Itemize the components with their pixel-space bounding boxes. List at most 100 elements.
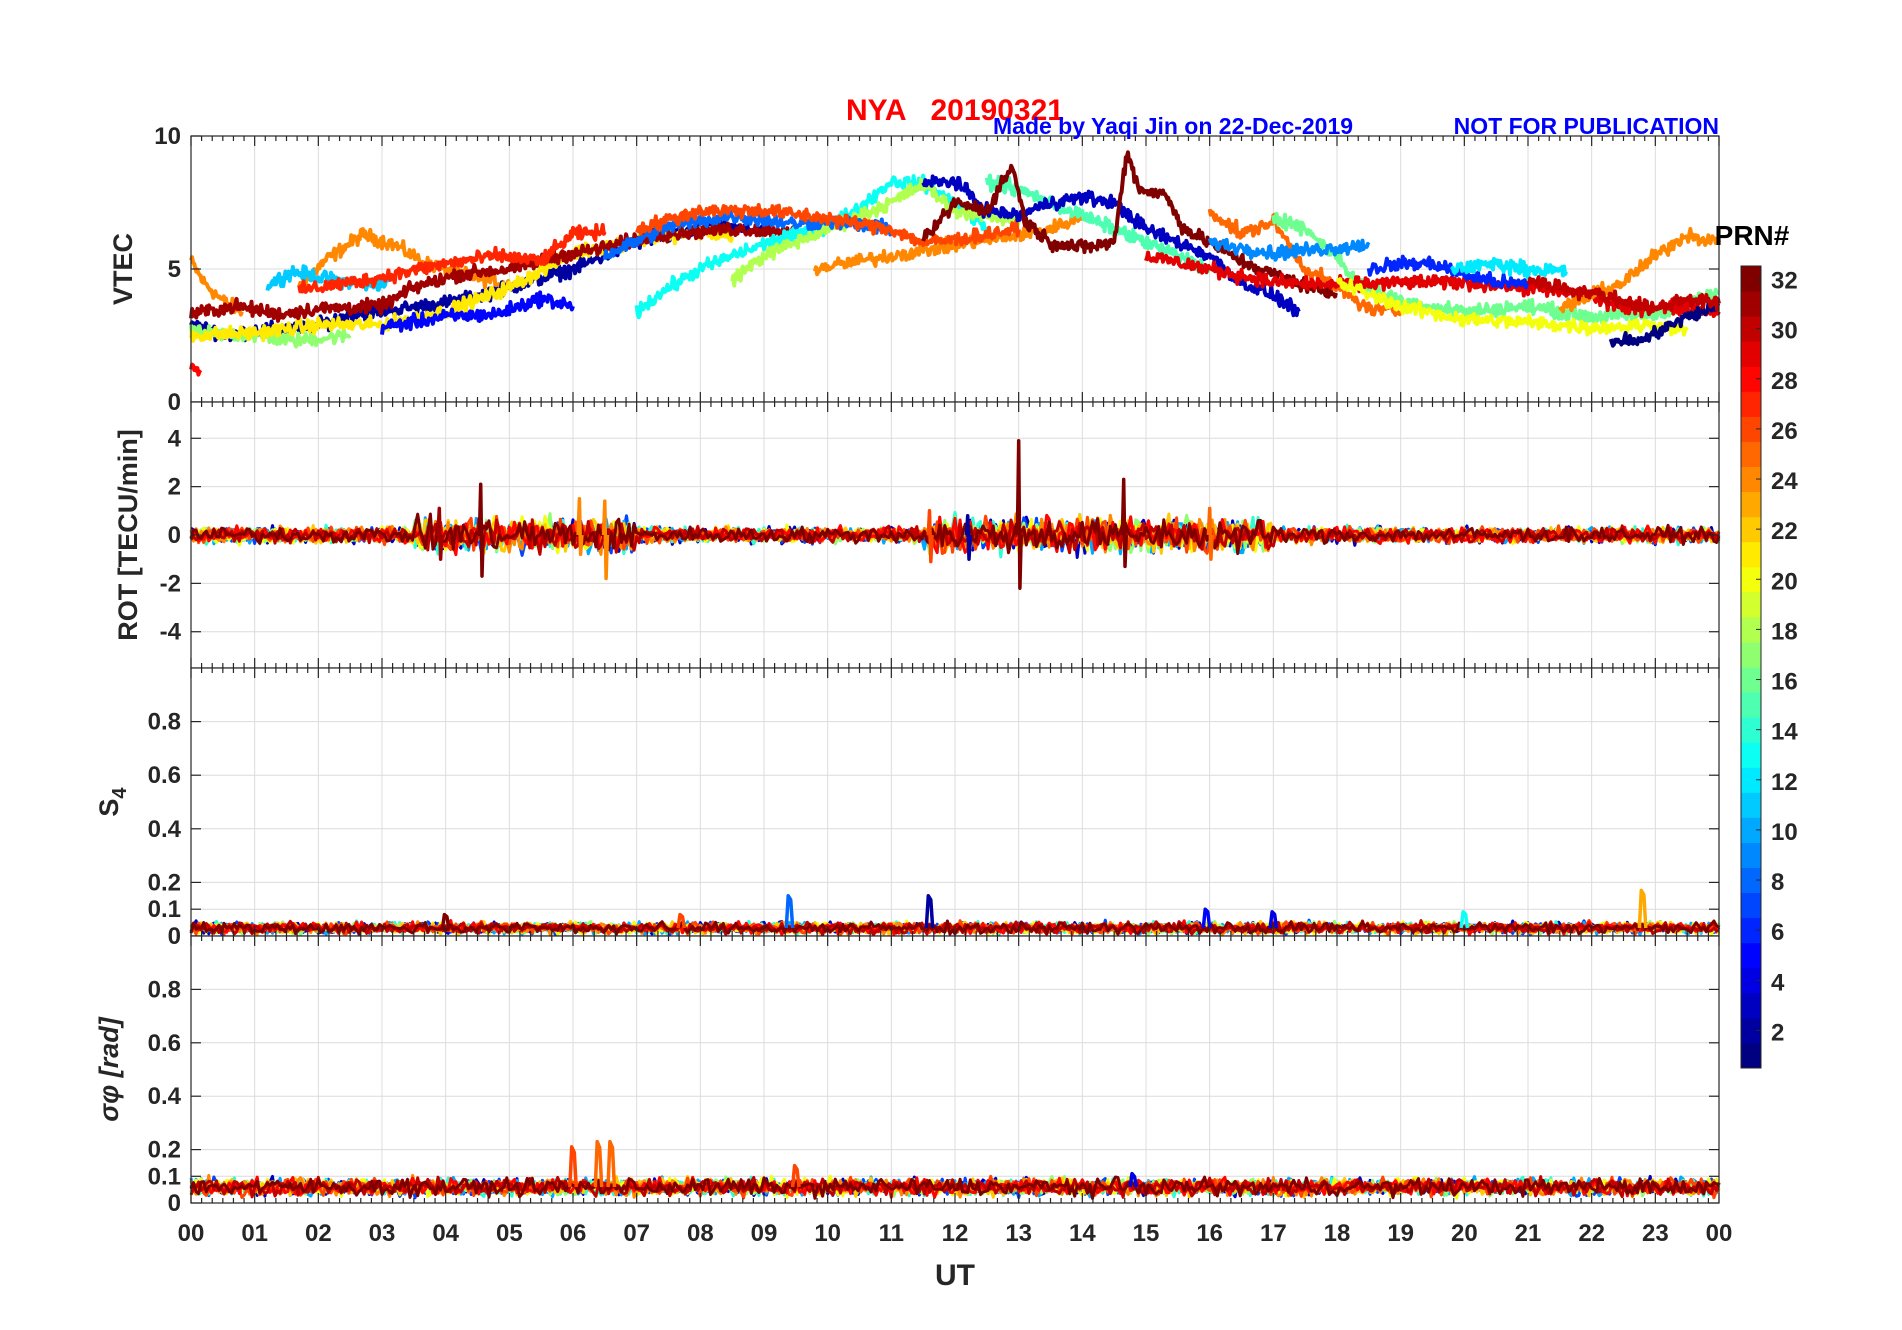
colorbar-swatch-prn-22 <box>1741 516 1761 543</box>
series-line-prn-12 <box>1449 256 1569 280</box>
series-line-prn-26 <box>790 1163 801 1188</box>
series-line-prn-32 <box>189 512 1721 556</box>
x-tick-label: 12 <box>942 1220 969 1247</box>
y-tick-label: 0 <box>168 389 181 416</box>
series-line-prn-31 <box>436 506 444 561</box>
series-line-prn-13 <box>1459 910 1470 929</box>
colorbar-swatch-prn-13 <box>1741 742 1761 768</box>
colorbar-tick-label: 28 <box>1771 368 1798 395</box>
series-line-prn-25 <box>1206 506 1214 561</box>
panel-vtec: 0 5 10 VTEC <box>108 123 1721 416</box>
colorbar-tick-label: 14 <box>1771 719 1798 746</box>
series-line-prn-27 <box>297 223 607 294</box>
y-axis-label: ROT [TECU/min] <box>113 429 143 640</box>
y-tick-label: 10 <box>154 123 181 150</box>
series-line-prn-16 <box>1271 211 1720 326</box>
subscript: 4 <box>109 787 131 799</box>
panel-sigma: 00.10.2 0.4 0.6 0.8 σφ [rad] <box>94 935 1721 1217</box>
colorbar-swatch-prn-8 <box>1741 867 1761 894</box>
y-axis-label: σφ [rad] <box>94 1016 124 1121</box>
colorbar-swatch-prn-30 <box>1741 316 1761 342</box>
x-tick-label: 00 <box>1706 1220 1733 1247</box>
series-line-prn-30 <box>1526 275 1721 317</box>
x-tick-label: 03 <box>369 1220 396 1247</box>
series-line-prn-32 <box>1015 438 1023 590</box>
series-line-prn-32 <box>921 150 1339 299</box>
x-tick-labels: 00 01 02 03 04 05 06 07 08 09 10 11 12 13 14 15 16 17 18 19… <box>178 1220 1733 1247</box>
colorbar-tick-label: 20 <box>1771 568 1798 595</box>
colorbar-swatch-prn-6 <box>1741 917 1761 944</box>
colorbar-tick-label: 10 <box>1771 819 1798 846</box>
x-tick-label: 04 <box>432 1220 459 1247</box>
colorbar-swatch-prn-18 <box>1741 616 1761 643</box>
x-tick-label: 15 <box>1133 1220 1160 1247</box>
colorbar-swatch-prn-20 <box>1741 566 1761 593</box>
y-tick-label: -4 <box>160 619 182 646</box>
colorbar-tick-label: 22 <box>1771 518 1798 545</box>
x-tick-label: 13 <box>1005 1220 1032 1247</box>
series-line-prn-4 <box>1128 1171 1139 1188</box>
series-line-prn-24 <box>576 496 584 557</box>
x-tick-label: 02 <box>305 1220 332 1247</box>
x-axis-label: UT <box>935 1259 975 1292</box>
series-line-prn-31 <box>189 220 798 323</box>
y-tick-label: 0.1 <box>148 1163 181 1190</box>
y-tick-label: -2 <box>160 570 181 597</box>
series-line-prn-24 <box>1558 226 1721 314</box>
y-tick-label: 4 <box>168 425 182 452</box>
colorbar-swatch-prn-12 <box>1741 767 1761 793</box>
colorbar-tick-label: 16 <box>1771 669 1798 696</box>
colorbar-swatch-prn-3 <box>1741 992 1761 1019</box>
x-tick-label: 17 <box>1260 1220 1287 1247</box>
x-tick-label: 19 <box>1387 1220 1414 1247</box>
series-line-prn-28 <box>190 513 1721 557</box>
series-line-prn-5 <box>1201 907 1212 929</box>
colorbar-swatch-prn-7 <box>1741 892 1761 919</box>
series-line-prn-18 <box>730 177 1021 288</box>
series-line-prn-25 <box>606 1139 617 1188</box>
notice-text: NOT FOR PUBLICATION <box>1454 113 1719 139</box>
colorbar-swatch-prn-10 <box>1741 817 1761 843</box>
x-tick-label: 09 <box>751 1220 778 1247</box>
colorbar-tick-label: 12 <box>1771 769 1798 796</box>
x-tick-label: 00 <box>178 1220 205 1247</box>
series-line-prn-32 <box>440 912 451 929</box>
y-axis-label: VTEC <box>108 233 138 305</box>
colorbar-swatch-prn-1 <box>1741 1042 1761 1069</box>
series-line-prn-32 <box>1120 477 1129 569</box>
y-tick-label: 0.4 <box>148 816 182 843</box>
y-tick-label: 0.6 <box>148 1030 181 1057</box>
colorbar-swatch-prn-32 <box>1741 266 1761 292</box>
y-tick-label: 5 <box>168 256 181 283</box>
series-line-prn-32 <box>189 1175 1720 1200</box>
data-layer <box>189 150 1721 377</box>
colorbar-tick-label: 4 <box>1771 969 1785 996</box>
colorbar-tick-label: 6 <box>1771 919 1784 946</box>
colorbar-swatch-prn-31 <box>1741 291 1761 317</box>
series-line-prn-26 <box>568 1145 578 1188</box>
x-tick-label: 10 <box>814 1220 841 1247</box>
colorbar-swatch-prn-15 <box>1741 692 1761 718</box>
series-line-prn-2 <box>964 513 973 561</box>
series-line-prn-8 <box>784 894 795 929</box>
colorbar-swatch-prn-4 <box>1741 967 1761 994</box>
panel-rot: -4 -2 0 2 4 ROT [TECU/min] <box>113 401 1721 669</box>
y-tick-label: 0.4 <box>148 1083 182 1110</box>
colorbar-swatch-prn-26 <box>1741 416 1761 442</box>
colorbar-swatch-prn-16 <box>1741 667 1761 693</box>
y-tick-label: 0.1 <box>148 896 181 923</box>
x-tick-label: 23 <box>1642 1220 1669 1247</box>
series-line-prn-26 <box>926 509 934 564</box>
series-line-prn-15 <box>984 173 1212 275</box>
colorbar-tick-label: 8 <box>1771 869 1784 896</box>
x-tick-label: 18 <box>1324 1220 1351 1247</box>
y-tick-label: 0 <box>168 923 181 950</box>
y-axis-label: S4 <box>94 787 131 817</box>
colorbar-frame <box>1740 265 1762 1069</box>
colorbar-swatch-prn-5 <box>1741 942 1761 969</box>
colorbar-swatch-prn-21 <box>1741 541 1761 568</box>
y-tick-label: 0.8 <box>148 976 181 1003</box>
